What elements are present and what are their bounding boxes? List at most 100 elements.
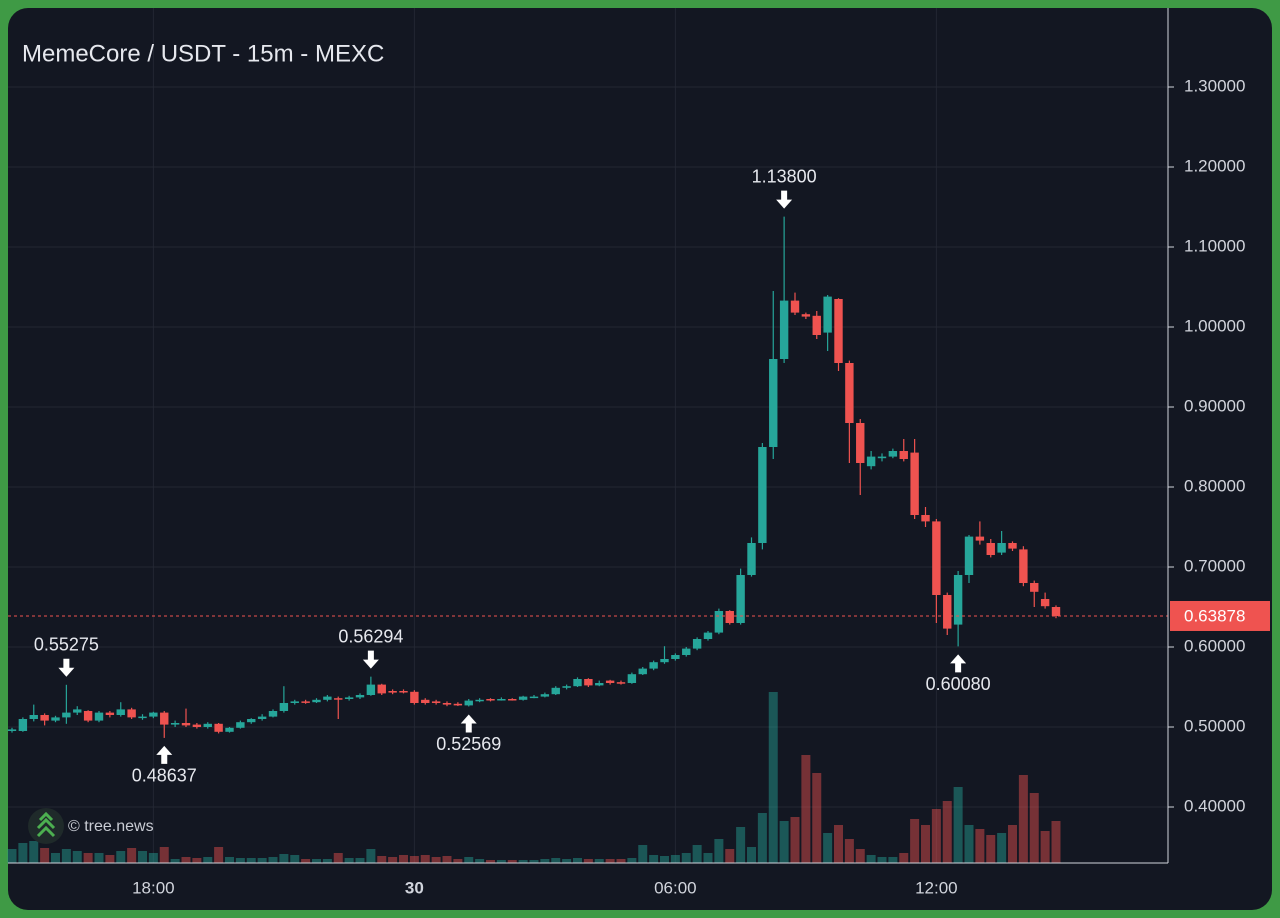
candle-body [312,699,321,703]
volume-bar [768,692,778,863]
overlay-layer: 0.40000 0.50000 0.60000 0.70000 0.80000 0.900… [8,76,1270,897]
volume-bar [627,858,637,863]
volume-bar [855,849,865,863]
candle-body [986,543,995,555]
candle-body [442,703,452,705]
candle-body [823,296,832,333]
candle-body [692,639,702,649]
y-tick-label: 0.80000 [1184,476,1245,495]
candle-body [605,680,615,683]
y-tick-label: 1.00000 [1184,316,1245,335]
annotation-label: 1.13800 [752,166,817,186]
volume-bar [290,855,300,863]
candle-body [627,674,637,683]
volume-bar [736,827,746,863]
volume-bar [942,801,952,863]
volume-bar [725,849,735,863]
candle-body [682,648,691,655]
candle-body [638,668,647,675]
candle-body [453,703,463,706]
candle-body [83,711,93,721]
volume-bar [573,858,582,863]
volume-bar [431,857,441,863]
candle-body [551,687,560,695]
volume-bar [105,855,115,863]
y-tick-label: 1.10000 [1184,236,1245,255]
candle-body [279,703,289,711]
candle-body [421,699,430,703]
candle-body [910,452,919,515]
candle-body [779,300,789,359]
annotation-arrow [776,190,793,209]
volume-bar [1029,793,1039,863]
volume-bar [40,848,50,863]
candle-body [1019,549,1028,583]
volume-bar [322,859,332,863]
candle-body [116,709,125,715]
volume-bar [257,858,267,863]
candle-body [247,719,256,723]
volume-bar [801,755,811,863]
volume-bar [235,858,245,863]
candle-body [997,543,1006,553]
candle-body [921,515,930,522]
candle-body [866,456,876,467]
candle-body [105,712,115,715]
candle-body [410,691,419,703]
candle-body [51,717,60,721]
candle-body [203,723,212,727]
volume-bar [409,856,419,863]
volume-bar [638,845,648,863]
volume-bar [148,853,158,863]
x-tick-label: 18:00 [132,878,175,897]
candle-body [725,611,734,623]
x-tick-label: 06:00 [654,878,697,897]
candle-body [355,695,365,698]
candle-layer [7,216,1061,738]
volume-bar [888,857,898,863]
volume-bar [747,847,756,863]
candle-body [62,712,71,718]
volume-bar [649,855,659,863]
volume-bar [464,857,474,863]
volume-bar [975,829,985,863]
watermark: © tree.news [68,818,154,835]
candle-body [1030,583,1039,592]
y-tick-label: 1.30000 [1184,76,1245,95]
candle-body [73,709,82,713]
candle-body [377,684,386,694]
panel [8,8,1272,910]
candle-body [160,712,169,725]
volume-bar [246,858,256,863]
volume-bar [660,856,669,863]
volume-bar [214,847,224,863]
candle-body [758,447,767,543]
volume-bar [355,858,365,863]
volume-bar [301,859,311,863]
candle-body [529,696,539,699]
candle-body [138,716,147,719]
volume-bar [823,833,833,863]
volume-bar [757,813,767,863]
volume-bar [399,855,408,863]
volume-bar [529,860,539,863]
candle-body [888,451,898,457]
volume-bar [834,825,843,863]
candle-body [1051,607,1061,616]
candle-body [899,451,908,459]
volume-bar [366,849,376,863]
candle-body [812,315,821,335]
candle-body [616,682,626,684]
volume-bar [583,859,593,863]
volume-bar [507,860,517,863]
chart-title: MemeCore / USDT - 15m - MEXC [22,40,384,67]
last-price-label: 0.63878 [1184,606,1245,625]
candle-body [964,536,974,575]
volume-bar [61,849,71,863]
candle-body [268,711,278,717]
candle-body [1008,543,1017,549]
y-tick-label: 0.50000 [1184,716,1245,735]
volume-bar [779,821,789,863]
